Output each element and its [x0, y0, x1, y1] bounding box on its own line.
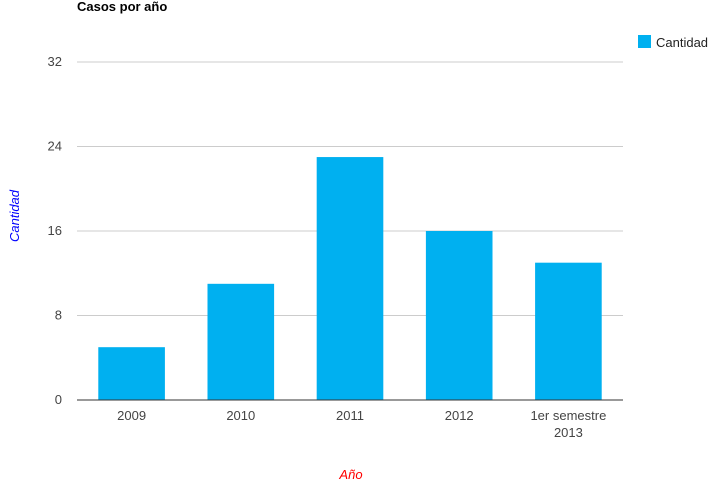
y-axis-ticks: 0 8 16 24 32	[48, 54, 62, 407]
bars	[98, 157, 602, 400]
y-tick-label: 16	[48, 223, 62, 238]
legend-label: Cantidad	[656, 35, 708, 50]
y-tick-label: 32	[48, 54, 62, 69]
chart-title: Casos por año	[77, 0, 167, 14]
bar[interactable]	[316, 157, 384, 400]
x-axis-ticks: 2009 2010 2011 2012 1er semestre 2013	[117, 408, 606, 440]
legend-swatch	[638, 35, 651, 48]
y-tick-label: 0	[55, 392, 62, 407]
x-tick-label: 1er semestre 2013	[530, 408, 606, 440]
x-axis-title: Año	[338, 467, 362, 480]
legend[interactable]: Cantidad	[638, 35, 708, 50]
x-tick-label: 2009	[117, 408, 146, 423]
bar[interactable]	[98, 347, 165, 400]
bar[interactable]	[207, 283, 275, 400]
y-tick-label: 24	[48, 139, 62, 154]
x-tick-label: 2011	[336, 408, 364, 423]
bar[interactable]	[535, 262, 602, 400]
x-tick-label: 2012	[445, 408, 474, 423]
x-tick-label: 2010	[226, 408, 255, 423]
y-tick-label: 8	[55, 308, 62, 323]
y-axis-title: Cantidad	[7, 189, 22, 242]
bar[interactable]	[425, 231, 493, 400]
